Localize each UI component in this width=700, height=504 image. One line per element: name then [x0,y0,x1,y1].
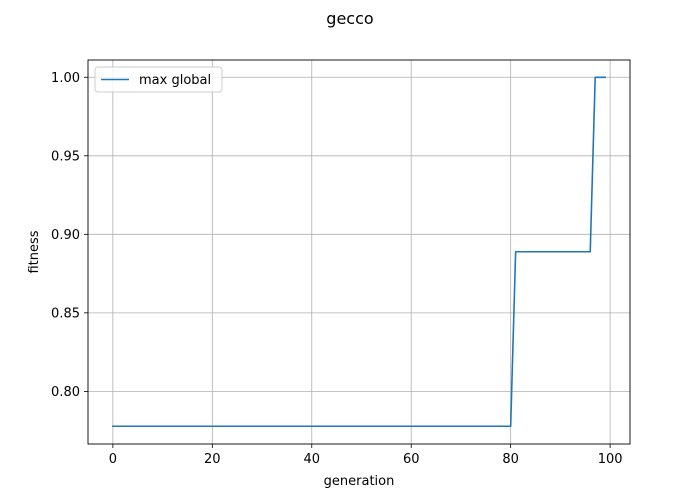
x-tick-label: 80 [502,452,519,467]
legend-label: max global [139,73,211,88]
grid-lines [88,60,630,444]
x-tick-label: 60 [403,452,420,467]
legend: max global [94,66,223,93]
x-tick-label: 100 [598,452,623,467]
x-axis-ticks: 0 20 40 60 80 100 [109,444,623,467]
y-tick-label: 0.95 [51,149,80,164]
chart-title: gecco [326,9,373,28]
series-line-max-global [112,76,606,428]
plot-frame [87,59,631,445]
y-tick-label: 1.00 [51,71,80,86]
series-layer [112,76,606,428]
x-tick-label: 20 [204,452,221,467]
x-axis-label: generation [324,474,395,489]
y-axis-ticks: 0.80 0.85 0.90 0.95 1.00 [51,71,88,400]
y-tick-label: 0.85 [51,306,80,321]
x-tick-label: 0 [109,452,117,467]
x-tick-label: 40 [303,452,320,467]
y-tick-label: 0.90 [51,228,80,243]
legend-box [94,66,223,93]
y-tick-label: 0.80 [51,385,80,400]
y-axis-label: fitness [27,230,42,273]
